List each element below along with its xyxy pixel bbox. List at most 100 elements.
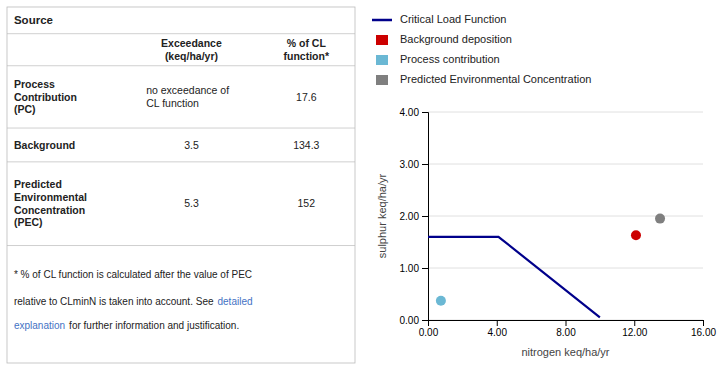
legend: Critical Load Function Background deposit… xyxy=(372,13,591,85)
legend-swatch xyxy=(372,19,392,22)
plot-marks xyxy=(428,214,665,318)
table-rule xyxy=(7,245,355,246)
table-header-line: function* xyxy=(284,50,330,62)
tick: 12.00 xyxy=(622,320,647,338)
tick-label: 2.00 xyxy=(400,211,420,222)
tick: 4.00 xyxy=(488,320,508,338)
tick-label: 3.00 xyxy=(400,159,420,170)
table-cell: 5.3 xyxy=(184,197,199,209)
table-header-line: % of CL xyxy=(287,37,327,49)
footnote-link: detailed xyxy=(218,296,253,307)
clf-line xyxy=(428,237,600,318)
table-cell-line: 17.6 xyxy=(296,91,317,103)
footnote: * % of CL function is calculated after t… xyxy=(14,269,252,280)
tick-mark xyxy=(703,320,704,326)
tick-mark xyxy=(422,268,428,269)
table-row-label-line: Contribution xyxy=(14,91,77,103)
grid xyxy=(428,112,703,320)
tick: 0.00 xyxy=(400,315,428,326)
tick-mark xyxy=(422,320,428,321)
chart-root: Source Exceedance(keq/ha/yr) % of CLfuncti… xyxy=(0,0,721,371)
table-cell: 134.3 xyxy=(293,139,319,151)
tick-label: 8.00 xyxy=(556,327,576,338)
tick-mark xyxy=(422,216,428,217)
tick: 1.00 xyxy=(400,263,428,274)
table-cell: 152 xyxy=(298,197,316,209)
table-cell-line: no exceedance of xyxy=(146,84,229,96)
y-axis-title: sulphur keq/ha/yr xyxy=(376,173,388,258)
table-row-label-line: (PEC) xyxy=(14,216,43,228)
table-header-line: (keq/ha/yr) xyxy=(165,50,218,62)
legend-label: Predicted Environmental Concentration xyxy=(400,73,591,85)
tick-mark xyxy=(634,320,635,326)
table-row-label-line: Predicted xyxy=(14,178,62,190)
table: Source Exceedance(keq/ha/yr) % of CLfuncti… xyxy=(7,7,355,363)
table-header-line: Exceedance xyxy=(161,37,222,49)
legend-item: Predicted Environmental Concentration xyxy=(376,73,591,85)
tick: 3.00 xyxy=(400,159,428,170)
table-row-label: PredictedEnvironmentalConcentration(PEC) xyxy=(14,178,87,228)
table-cell: 3.5 xyxy=(184,139,199,151)
tick-mark xyxy=(566,320,567,326)
legend-label: Process contribution xyxy=(400,53,500,65)
tick: 8.00 xyxy=(556,320,576,338)
point xyxy=(631,230,641,240)
tick-label: 0.00 xyxy=(419,327,439,338)
table-row-label-line: (PC) xyxy=(14,103,36,115)
axis-line xyxy=(422,113,429,321)
table-cell-line: 134.3 xyxy=(293,139,319,151)
table-rule xyxy=(7,161,355,162)
table-cell-line: 5.3 xyxy=(184,197,199,209)
footnote-text: for further information and justificatio… xyxy=(69,319,239,330)
tick-mark xyxy=(422,164,428,165)
table-cell-line: 152 xyxy=(298,197,316,209)
table-row-label-line: Concentration xyxy=(14,204,85,216)
table-title: Source xyxy=(14,14,53,26)
footnote-text: relative to CLminN is taken into account… xyxy=(14,296,214,307)
table-row-label-line: Process xyxy=(14,78,55,90)
table-cell: no exceedance ofCL function xyxy=(146,84,229,109)
tick-label: 16.00 xyxy=(691,327,716,338)
footnote: relative to CLminN is taken into account… xyxy=(14,296,253,307)
legend-swatch xyxy=(376,35,388,45)
legend-label: Background deposition xyxy=(400,33,512,45)
axis-line xyxy=(429,321,704,327)
table-row-label-line: Environmental xyxy=(14,191,87,203)
tick: 16.00 xyxy=(691,320,716,338)
x-axis: 0.00 4.00 8.00 12.00 16.00 xyxy=(419,320,717,338)
legend-item: Critical Load Function xyxy=(372,13,506,25)
x-axis-title: nitrogen keq/ha/yr xyxy=(521,346,609,358)
footnote: explanationfor further information and j… xyxy=(14,319,239,330)
table-cell: 17.6 xyxy=(296,91,317,103)
point xyxy=(436,296,446,306)
table-rule xyxy=(7,128,355,129)
legend-swatch xyxy=(376,55,388,65)
tick: 4.00 xyxy=(400,107,428,118)
table-rule xyxy=(7,65,355,66)
y-axis: 0.00 1.00 2.00 3.00 4.00 xyxy=(400,107,429,326)
table-cell-line: CL function xyxy=(146,97,199,109)
table-title-line: Source xyxy=(14,14,53,26)
grid-line xyxy=(428,164,703,165)
legend-item: Process contribution xyxy=(376,53,500,65)
table-rule xyxy=(7,33,355,34)
tick-label: 12.00 xyxy=(622,327,647,338)
table-header: Exceedance(keq/ha/yr) xyxy=(161,37,222,62)
legend-swatch xyxy=(376,75,388,85)
table-header: % of CLfunction* xyxy=(284,37,330,62)
table-cell-line: 3.5 xyxy=(184,139,199,151)
table-row-label: Background xyxy=(14,139,75,151)
table-row-label: ProcessContribution(PC) xyxy=(14,78,77,115)
table-border xyxy=(7,7,355,363)
tick-mark xyxy=(422,112,428,113)
tick-label: 4.00 xyxy=(400,107,420,118)
tick: 0.00 xyxy=(419,320,439,338)
point xyxy=(655,214,665,224)
legend-label: Critical Load Function xyxy=(400,13,506,25)
tick-mark xyxy=(497,320,498,326)
table-row-label-line: Background xyxy=(14,139,75,151)
grid-line xyxy=(428,112,703,113)
tick-label: 4.00 xyxy=(488,327,508,338)
tick-label: 0.00 xyxy=(400,315,420,326)
grid-line xyxy=(428,268,703,269)
